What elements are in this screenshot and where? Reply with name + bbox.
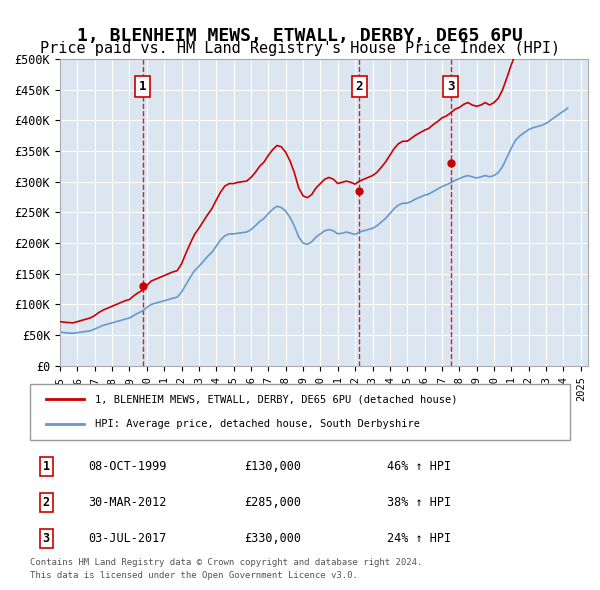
Text: HPI: Average price, detached house, South Derbyshire: HPI: Average price, detached house, Sout…	[95, 419, 420, 429]
Text: £330,000: £330,000	[245, 532, 302, 545]
FancyBboxPatch shape	[30, 384, 570, 440]
Text: £130,000: £130,000	[245, 460, 302, 473]
Text: Price paid vs. HM Land Registry's House Price Index (HPI): Price paid vs. HM Land Registry's House …	[40, 41, 560, 56]
Text: £285,000: £285,000	[245, 496, 302, 509]
Text: 30-MAR-2012: 30-MAR-2012	[88, 496, 166, 509]
Text: 1, BLENHEIM MEWS, ETWALL, DERBY, DE65 6PU (detached house): 1, BLENHEIM MEWS, ETWALL, DERBY, DE65 6P…	[95, 394, 457, 404]
Text: 38% ↑ HPI: 38% ↑ HPI	[387, 496, 451, 509]
Text: 3: 3	[447, 80, 454, 93]
Text: 3: 3	[43, 532, 50, 545]
Text: Contains HM Land Registry data © Crown copyright and database right 2024.: Contains HM Land Registry data © Crown c…	[30, 558, 422, 566]
Text: 24% ↑ HPI: 24% ↑ HPI	[387, 532, 451, 545]
Text: 46% ↑ HPI: 46% ↑ HPI	[387, 460, 451, 473]
Text: 2: 2	[356, 80, 363, 93]
Text: This data is licensed under the Open Government Licence v3.0.: This data is licensed under the Open Gov…	[30, 571, 358, 579]
Text: 08-OCT-1999: 08-OCT-1999	[88, 460, 166, 473]
Text: 1: 1	[139, 80, 146, 93]
Text: 1, BLENHEIM MEWS, ETWALL, DERBY, DE65 6PU: 1, BLENHEIM MEWS, ETWALL, DERBY, DE65 6P…	[77, 27, 523, 45]
Text: 2: 2	[43, 496, 50, 509]
Text: 1: 1	[43, 460, 50, 473]
Text: 03-JUL-2017: 03-JUL-2017	[88, 532, 166, 545]
